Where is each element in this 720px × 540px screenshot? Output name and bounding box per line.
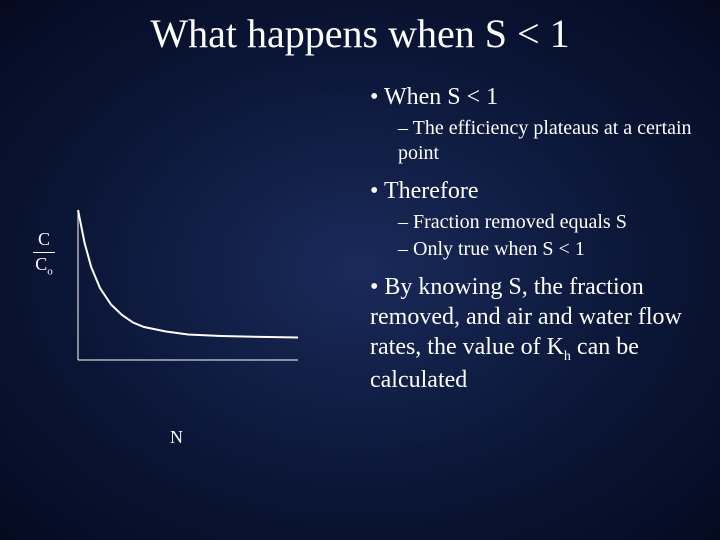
x-axis-label: N <box>170 427 183 448</box>
y-label-denominator: Co <box>30 255 58 278</box>
bullet-2-sub-1: Fraction removed equals S <box>398 210 700 235</box>
y-axis-label: C Co <box>30 230 58 277</box>
decay-curve <box>78 210 298 338</box>
bullet-2: Therefore <box>370 176 700 206</box>
bullet-3: By knowing S, the fraction removed, and … <box>370 272 700 395</box>
fraction-bar <box>33 252 55 253</box>
slide-title: What happens when S < 1 <box>0 10 720 57</box>
chart-region: C Co N <box>30 220 330 420</box>
chart-svg <box>68 200 308 380</box>
bullet-1-sub-1: The efficiency plateaus at a certain poi… <box>398 116 700 166</box>
bullet-1: When S < 1 <box>370 82 700 112</box>
y-label-numerator: C <box>30 230 58 250</box>
bullet-2-sub-2: Only true when S < 1 <box>398 237 700 262</box>
bullet-list: When S < 1 The efficiency plateaus at a … <box>370 82 700 399</box>
